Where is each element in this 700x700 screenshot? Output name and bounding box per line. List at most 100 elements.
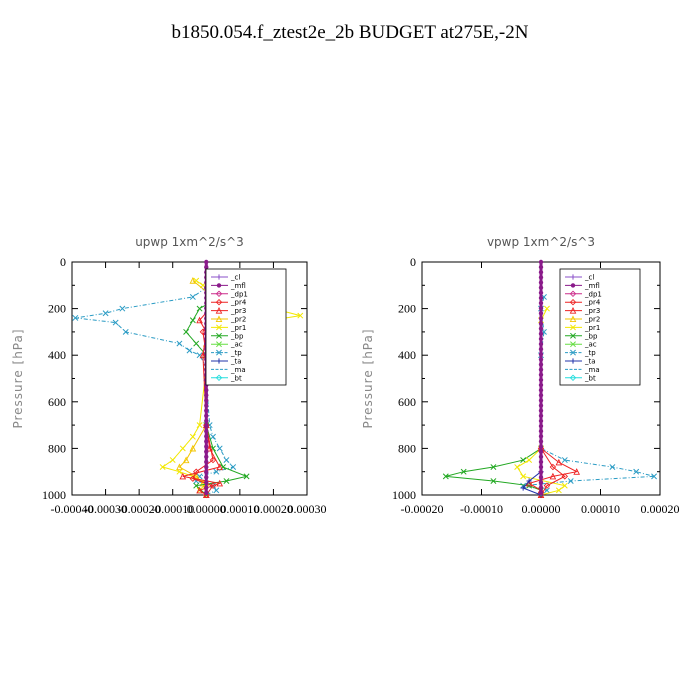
data-point [538,331,544,336]
data-point [538,372,544,377]
data-point [538,454,544,459]
legend-marker [570,274,576,280]
data-point [573,468,581,475]
y-tick-label: 800 [398,441,416,455]
data-point [204,485,209,490]
data-point [204,480,209,485]
legend-label: _ac [584,341,597,349]
legend-marker [570,332,576,339]
series-pr3 [525,444,581,499]
data-point [209,456,217,464]
data-point [538,449,544,454]
legend-label: _bt [584,374,596,382]
data-point [204,449,209,454]
data-point [189,293,196,300]
y-axis-label: Pressure [hPa] [11,328,25,428]
data-point [555,458,563,466]
legend-marker [569,306,577,314]
data-point [186,347,193,354]
data-point [204,398,209,403]
data-point [543,482,551,489]
data-point [204,428,209,434]
data-point [204,434,209,439]
data-point [538,469,544,475]
data-point [549,472,557,480]
data-point [442,473,449,480]
data-point [183,328,190,335]
y-tick-label: 1000 [42,488,66,502]
data-point [538,264,544,270]
data-point [538,321,544,326]
legend-label: _tp [230,349,242,357]
data-point [182,456,190,464]
x-tick-label: 0.00020 [254,502,293,516]
legend-marker [569,315,577,323]
data-point [216,479,224,487]
data-point [223,478,230,484]
data-point [203,491,210,499]
data-point [204,444,209,449]
data-point [538,280,544,285]
x-tick-label: 0.00000 [522,502,561,516]
data-point [204,393,209,398]
data-point [538,459,544,465]
data-point [538,439,544,444]
data-point [216,463,224,471]
data-point [538,367,544,372]
data-point [651,473,658,480]
data-point [538,295,544,301]
data-point [210,433,216,440]
data-point [520,485,526,491]
data-point [538,352,544,357]
legend-marker [215,315,223,323]
legend-marker [216,332,222,339]
data-point [204,408,209,413]
legend-label: _ma [584,366,600,374]
legend-label: _mfl [584,282,600,290]
data-point [119,305,126,312]
legend-marker [570,324,576,331]
data-point [193,340,200,347]
data-point [189,475,197,482]
legend-label: _bp [230,332,244,340]
data-point [538,393,544,398]
data-point [567,478,574,484]
data-point [538,413,544,418]
data-point [538,316,544,321]
x-tick-label: -0.00040 [51,502,94,516]
y-tick-label: 200 [48,302,66,316]
data-point [526,478,532,484]
y-tick-label: 200 [398,302,416,316]
data-point [538,480,544,485]
data-point [204,413,209,418]
data-point [609,464,616,470]
data-point [204,475,209,480]
data-point [538,300,544,306]
data-point [230,464,237,470]
legend-marker [215,306,223,314]
legend-marker [216,341,222,348]
data-point [538,403,544,408]
data-point [169,457,176,464]
data-point [543,305,550,312]
legend-marker [570,358,576,364]
x-tick-label: 0.00010 [220,502,259,516]
data-point [538,423,544,429]
data-point [538,475,544,480]
legend-label: _ma [230,366,246,374]
legend-marker [569,290,577,298]
data-point [122,328,129,335]
data-point [204,259,209,265]
legend-label: _cl [230,274,240,282]
data-point [538,444,544,449]
data-point [538,336,544,342]
series-line [540,448,566,496]
data-point [220,464,227,470]
x-tick-label: -0.00010 [151,502,194,516]
legend-marker [570,349,576,356]
legend-marker [569,298,577,306]
chart-panel-0: upwp 1xm^2/s^3 Pressure [hPa] 0 200 400 600 80… [11,235,327,516]
y-tick-label: 400 [398,348,416,362]
data-point [179,445,186,452]
